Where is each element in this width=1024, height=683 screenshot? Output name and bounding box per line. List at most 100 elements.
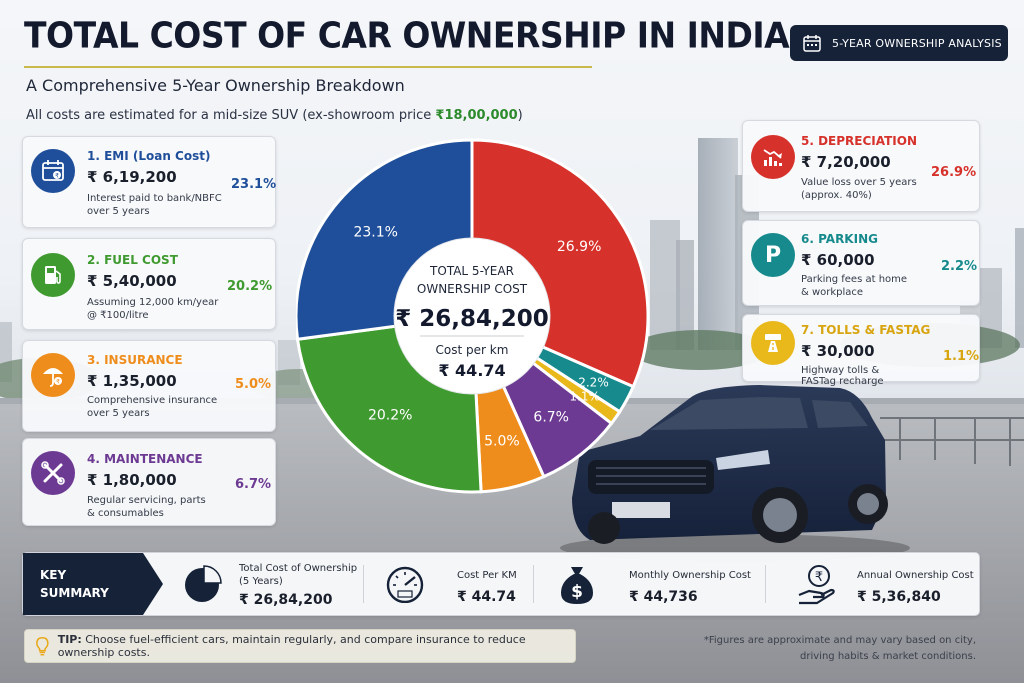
intro-text: All costs are estimated for a mid-size S… bbox=[26, 108, 523, 123]
key-summary-bar: KEY SUMMARY Total Cost of Ownership (5 Y… bbox=[22, 552, 980, 616]
summary-monthly-cost: $ Monthly Ownership Cost ₹ 44,736 bbox=[545, 553, 765, 615]
intro-text-suffix: ) bbox=[517, 108, 523, 123]
summary-total-cost-value: ₹ 26,84,200 bbox=[239, 592, 333, 608]
pie-label-tolls-fastag: 1.1% bbox=[569, 390, 600, 404]
summary-total-cost-label-2: (5 Years) bbox=[239, 576, 283, 587]
page-subtitle: A Comprehensive 5-Year Ownership Breakdo… bbox=[26, 76, 405, 95]
intro-text-body: All costs are estimated for a mid-size S… bbox=[26, 108, 436, 123]
card-tolls-desc-2: FASTag recharge bbox=[801, 376, 884, 387]
card-tolls-title: 7. TOLLS & FASTAG bbox=[801, 323, 931, 337]
pie-label-depreciation: 26.9% bbox=[557, 239, 601, 255]
calendar-icon bbox=[803, 35, 821, 52]
card-fuel: 2. FUEL COST ₹ 5,40,000 Assuming 12,000 … bbox=[22, 238, 276, 330]
speedometer-icon bbox=[386, 566, 424, 603]
center-per-km-value: ₹ 44.74 bbox=[438, 361, 505, 380]
summary-annual-cost: ₹ Annual Ownership Cost ₹ 5,36,840 bbox=[775, 553, 975, 615]
card-parking-percent: 2.2% bbox=[941, 259, 978, 274]
card-emi-desc-2: over 5 years bbox=[87, 206, 150, 217]
summary-divider-2 bbox=[533, 565, 534, 603]
svg-text:₹: ₹ bbox=[815, 570, 823, 585]
card-depreciation-title: 5. DEPRECIATION bbox=[801, 134, 917, 148]
cost-breakdown-chart: 26.9% 2.2% 1.1% 6.7% 5.0% 20.2% 23.1% TOTAL 5-… bbox=[294, 136, 668, 496]
card-parking-amount: ₹ 60,000 bbox=[801, 251, 875, 269]
pie-label-emi-loan-cost-: 23.1% bbox=[353, 225, 397, 241]
ex-showroom-price: ₹18,00,000 bbox=[435, 108, 518, 123]
card-emi-title: 1. EMI (Loan Cost) bbox=[87, 149, 211, 163]
key-summary-banner bbox=[23, 553, 163, 615]
center-total-cost: ₹ 26,84,200 bbox=[395, 306, 549, 332]
center-title-line-2: OWNERSHIP COST bbox=[417, 282, 528, 296]
suv-car-image bbox=[560, 385, 910, 562]
footnote: *Figures are approximate and may vary ba… bbox=[700, 633, 976, 665]
svg-text:₹: ₹ bbox=[55, 173, 59, 180]
card-tolls-amount: ₹ 30,000 bbox=[801, 342, 875, 360]
emi-calendar-icon: ₹ bbox=[31, 149, 75, 193]
badge-label: 5-YEAR OWNERSHIP ANALYSIS bbox=[832, 36, 1002, 50]
card-fuel-title: 2. FUEL COST bbox=[87, 253, 178, 267]
card-emi-amount: ₹ 6,19,200 bbox=[87, 168, 177, 186]
card-fuel-amount: ₹ 5,40,000 bbox=[87, 272, 177, 290]
card-insurance-desc-2: over 5 years bbox=[87, 408, 150, 419]
tip-text: TIP: Choose fuel-efficient cars, maintai… bbox=[58, 633, 575, 659]
money-bag-icon: $ bbox=[561, 567, 593, 604]
key-summary-line-1: KEY bbox=[40, 568, 67, 582]
card-insurance-title: 3. INSURANCE bbox=[87, 353, 183, 367]
parking-icon: P bbox=[751, 233, 795, 277]
card-depreciation-percent: 26.9% bbox=[931, 165, 977, 180]
card-emi-desc-1: Interest paid to bank/NBFC bbox=[87, 193, 222, 204]
card-maintenance-desc-1: Regular servicing, parts bbox=[87, 495, 206, 506]
card-maintenance-desc-2: & consumables bbox=[87, 508, 164, 519]
summary-divider-1 bbox=[363, 565, 364, 603]
svg-text:$: $ bbox=[571, 582, 583, 602]
road-icon bbox=[751, 321, 795, 365]
summary-annual-cost-value: ₹ 5,36,840 bbox=[857, 589, 941, 605]
footnote-line-1: *Figures are approximate and may vary ba… bbox=[703, 635, 976, 646]
card-fuel-desc-2: @ ₹100/litre bbox=[87, 310, 149, 321]
hand-rupee-icon: ₹ bbox=[798, 565, 835, 605]
summary-cost-per-km-value: ₹ 44.74 bbox=[457, 589, 516, 605]
center-title-line-1: TOTAL 5-YEAR bbox=[429, 264, 514, 278]
pie-label-insurance: 5.0% bbox=[484, 433, 520, 449]
card-fuel-desc-1: Assuming 12,000 km/year bbox=[87, 297, 219, 308]
card-depreciation-amount: ₹ 7,20,000 bbox=[801, 153, 891, 171]
chart-down-icon bbox=[751, 135, 795, 179]
pie-label-fuel-cost: 20.2% bbox=[368, 407, 412, 423]
card-insurance-desc-1: Comprehensive insurance bbox=[87, 395, 218, 406]
summary-cost-per-km: Cost Per KM ₹ 44.74 bbox=[373, 553, 543, 615]
pie-label-parking: 2.2% bbox=[578, 375, 609, 389]
key-summary-label: KEY SUMMARY bbox=[23, 553, 163, 615]
summary-monthly-cost-value: ₹ 44,736 bbox=[629, 589, 698, 605]
summary-total-cost: Total Cost of Ownership (5 Years) ₹ 26,8… bbox=[161, 553, 381, 615]
tip-body: Choose fuel-efficient cars, maintain reg… bbox=[57, 633, 526, 659]
fuel-pump-icon bbox=[31, 253, 75, 297]
card-fuel-percent: 20.2% bbox=[227, 279, 273, 294]
key-summary-line-2: SUMMARY bbox=[40, 586, 109, 600]
footnote-line-2: driving habits & market conditions. bbox=[800, 651, 976, 662]
summary-cost-per-km-label: Cost Per KM bbox=[457, 570, 517, 581]
card-parking: P 6. PARKING ₹ 60,000 Parking fees at ho… bbox=[742, 220, 980, 306]
page-title: TOTAL COST OF CAR OWNERSHIP IN INDIA bbox=[24, 14, 790, 57]
card-maintenance-percent: 6.7% bbox=[235, 477, 272, 492]
donut-chart-svg: 26.9% 2.2%1.1%6.7% 5.0% 20.2% 23.1% TOTAL 5-… bbox=[294, 138, 650, 494]
card-tolls: 7. TOLLS & FASTAG ₹ 30,000 Highway tolls… bbox=[742, 314, 980, 387]
pie-chart-icon bbox=[185, 565, 222, 602]
card-parking-title: 6. PARKING bbox=[801, 232, 878, 246]
summary-divider-3 bbox=[765, 565, 766, 603]
card-emi: ₹ 1. EMI (Loan Cost) ₹ 6,19,200 Interest… bbox=[22, 136, 276, 228]
card-insurance-amount: ₹ 1,35,000 bbox=[87, 372, 177, 390]
summary-annual-cost-label: Annual Ownership Cost bbox=[857, 570, 974, 581]
card-tolls-desc-1: Highway tolls & bbox=[801, 365, 880, 376]
card-depreciation-desc-2: (approx. 40%) bbox=[801, 190, 872, 201]
tools-icon bbox=[31, 451, 75, 495]
lightbulb-icon bbox=[36, 637, 49, 656]
ownership-analysis-badge: 5-YEAR OWNERSHIP ANALYSIS bbox=[790, 25, 1008, 61]
pie-label-maintenance: 6.7% bbox=[533, 410, 569, 426]
summary-monthly-cost-label: Monthly Ownership Cost bbox=[629, 570, 751, 581]
card-insurance-percent: 5.0% bbox=[235, 377, 272, 392]
card-tolls-percent: 1.1% bbox=[943, 349, 980, 364]
tip-label: TIP: bbox=[57, 633, 82, 646]
summary-total-cost-label-1: Total Cost of Ownership bbox=[239, 563, 358, 574]
title-underline bbox=[24, 66, 592, 68]
card-depreciation: 5. DEPRECIATION ₹ 7,20,000 Value loss ov… bbox=[742, 120, 980, 212]
card-maintenance-amount: ₹ 1,80,000 bbox=[87, 471, 177, 489]
